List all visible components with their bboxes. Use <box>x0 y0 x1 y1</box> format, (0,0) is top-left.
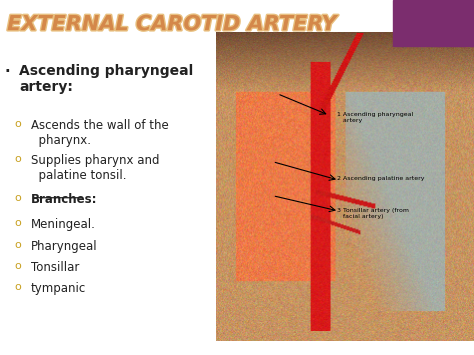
Text: Pharyngeal: Pharyngeal <box>31 240 98 253</box>
Text: Meningeal.: Meningeal. <box>31 218 96 231</box>
Text: o: o <box>14 119 21 129</box>
Text: o: o <box>14 218 21 228</box>
Text: 1 Ascending pharyngeal
   artery: 1 Ascending pharyngeal artery <box>337 112 413 123</box>
Text: tympanic: tympanic <box>31 282 86 295</box>
Text: o: o <box>14 261 21 271</box>
Text: EXTERNAL CAROTID ARTERY: EXTERNAL CAROTID ARTERY <box>7 14 337 34</box>
Text: ·: · <box>5 64 10 79</box>
Text: 3 Tonsillar artery (from
   facial artery): 3 Tonsillar artery (from facial artery) <box>337 208 409 219</box>
Text: Ascends the wall of the
  pharynx.: Ascends the wall of the pharynx. <box>31 119 169 147</box>
Text: o: o <box>14 240 21 250</box>
Text: Tonsillar: Tonsillar <box>31 261 79 274</box>
Text: o: o <box>14 193 21 203</box>
Text: 2 Ascending palatine artery: 2 Ascending palatine artery <box>337 176 424 181</box>
Bar <box>393 0 474 46</box>
Text: Ascending pharyngeal
artery:: Ascending pharyngeal artery: <box>19 64 193 94</box>
Text: Supplies pharynx and
  palatine tonsil.: Supplies pharynx and palatine tonsil. <box>31 154 159 182</box>
Text: o: o <box>14 282 21 292</box>
Text: o: o <box>14 154 21 164</box>
Text: Branches:: Branches: <box>31 193 97 207</box>
